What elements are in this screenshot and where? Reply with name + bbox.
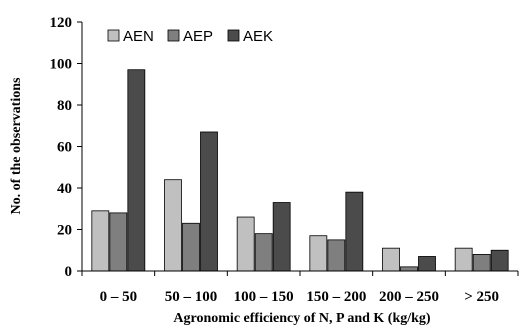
x-axis-title: Agronomic efficiency of N, P and K (kg/k… xyxy=(173,311,431,326)
bar-aen xyxy=(164,179,182,272)
bar-aek xyxy=(200,131,218,272)
y-tick-label: 0 xyxy=(65,264,73,280)
legend-swatch-aek xyxy=(227,29,240,42)
bars xyxy=(91,69,509,272)
y-axis-title: No. of the observations xyxy=(9,77,24,214)
legend-label-aek: AEK xyxy=(243,28,273,45)
x-tick-label: 0 – 50 xyxy=(100,289,138,305)
bar-aep xyxy=(254,233,273,272)
x-axis-ticks: 0 – 50 50 – 100 100 – 150 150 – 200 200 – 25… xyxy=(81,271,519,305)
x-tick-label: 150 – 200 xyxy=(306,289,366,305)
bar-aep xyxy=(109,212,128,272)
bar-aep xyxy=(182,222,200,272)
bar-aep xyxy=(327,239,346,272)
bar-aek xyxy=(418,256,436,272)
legend-label-aep: AEP xyxy=(183,28,213,45)
y-tick-label: 120 xyxy=(50,15,73,31)
y-axis-ticks: 0 20 40 60 80 100 120 xyxy=(50,15,82,280)
x-tick-label: 200 – 250 xyxy=(379,289,439,305)
bar-aek xyxy=(345,191,364,272)
y-tick-label: 20 xyxy=(57,223,72,239)
bar-aen xyxy=(382,247,400,272)
axes xyxy=(81,22,518,272)
legend-swatch-aep xyxy=(167,29,180,42)
x-tick-label: 50 – 100 xyxy=(165,289,218,305)
bar-aen xyxy=(91,210,110,272)
y-tick-label: 100 xyxy=(50,57,73,73)
y-tick-label: 40 xyxy=(57,181,72,197)
bar-aen xyxy=(454,247,473,272)
y-tick-label: 60 xyxy=(57,140,72,156)
x-tick-label: 100 – 150 xyxy=(234,289,294,305)
legend-swatch-aen xyxy=(107,29,120,42)
legend-label-aen: AEN xyxy=(123,28,154,45)
bar-aek xyxy=(127,69,146,272)
bar-aep xyxy=(400,266,418,272)
bar-aen xyxy=(309,235,328,272)
bar-aek xyxy=(490,249,509,272)
bar-aep xyxy=(472,253,491,272)
x-tick-label: > 250 xyxy=(464,289,499,305)
y-tick-label: 80 xyxy=(57,98,72,114)
legend: AEN AEP AEK xyxy=(107,28,273,45)
bar-aen xyxy=(236,216,255,272)
bar-aek xyxy=(272,202,291,272)
